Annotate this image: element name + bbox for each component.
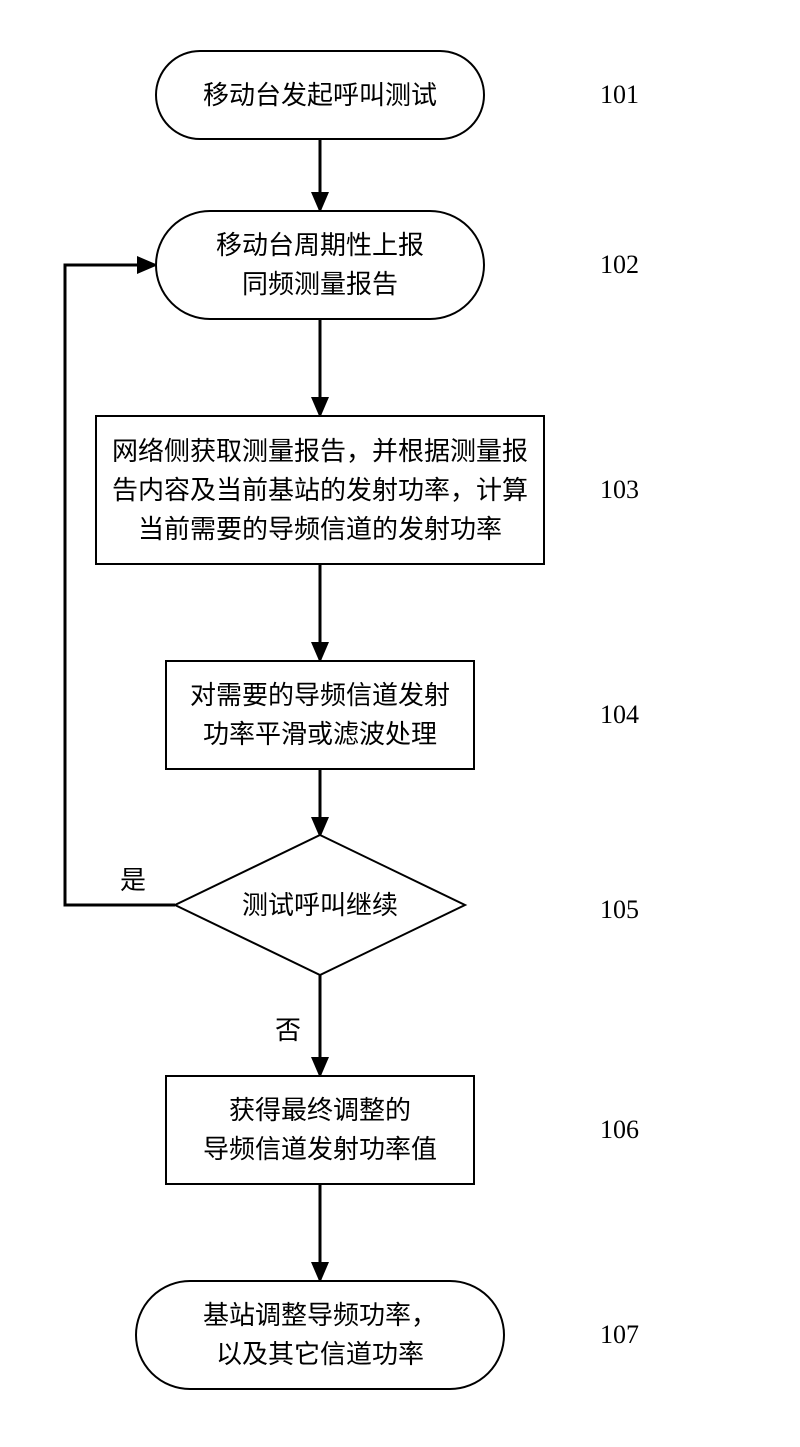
flowchart-process: 网络侧获取测量报告，并根据测量报告内容及当前基站的发射功率，计算当前需要的导频信… [95,415,545,565]
edge-label: 否 [275,1010,301,1047]
flowchart-process: 获得最终调整的导频信道发射功率值 [165,1075,475,1185]
flowchart-decision-text: 测试呼叫继续 [175,835,465,975]
flowchart-process: 对需要的导频信道发射功率平滑或滤波处理 [165,660,475,770]
edge-label: 是 [120,860,146,897]
step-number-label: 102 [600,250,639,280]
step-number-label: 107 [600,1320,639,1350]
step-number-label: 103 [600,475,639,505]
flowchart-edge [65,265,175,905]
flowchart-terminator: 移动台发起呼叫测试 [155,50,485,140]
step-number-label: 104 [600,700,639,730]
flowchart-terminator: 移动台周期性上报同频测量报告 [155,210,485,320]
step-number-label: 101 [600,80,639,110]
step-number-label: 106 [600,1115,639,1145]
step-number-label: 105 [600,895,639,925]
flowchart-terminator: 基站调整导频功率，以及其它信道功率 [135,1280,505,1390]
